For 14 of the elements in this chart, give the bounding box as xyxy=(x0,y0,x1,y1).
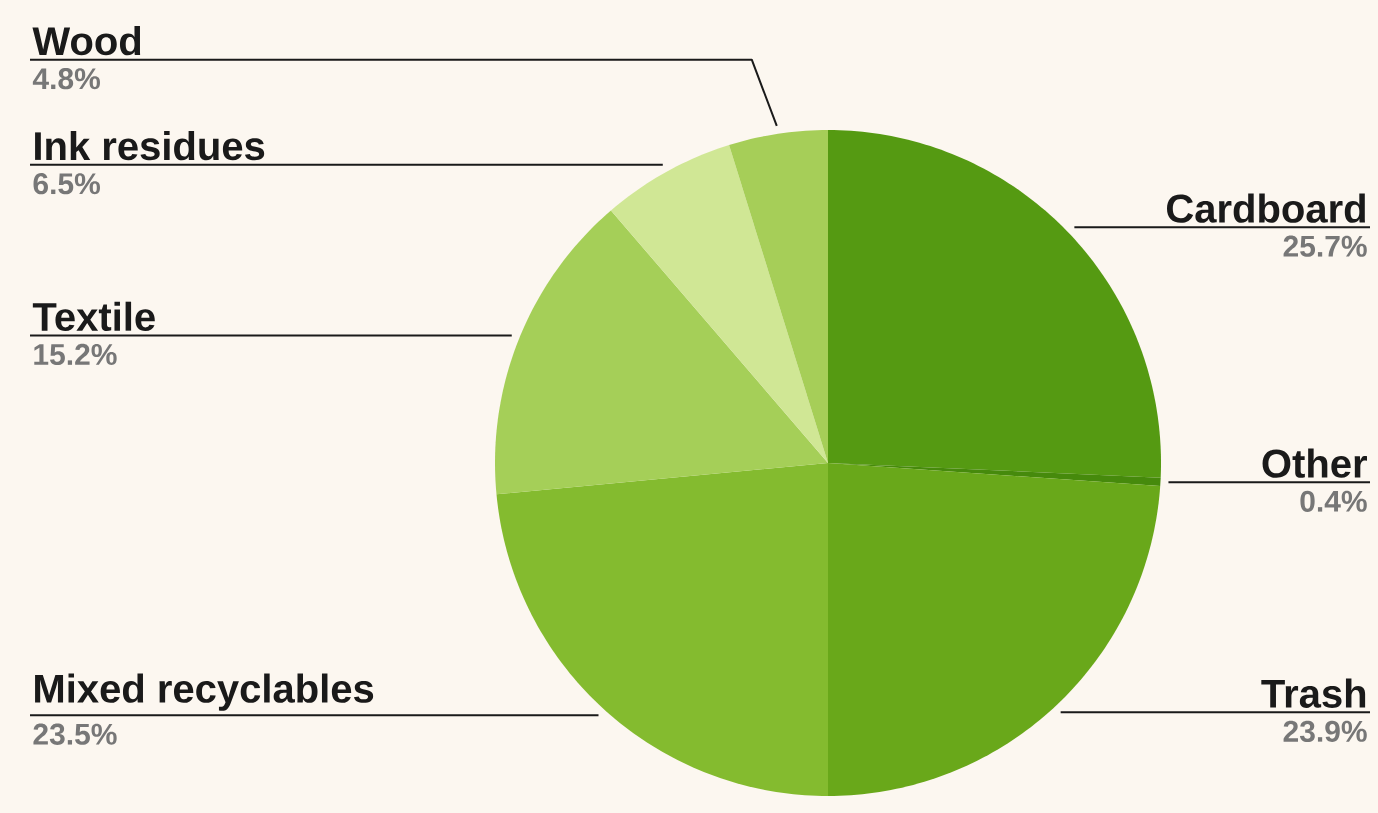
data-label: 15.2% xyxy=(34,343,117,366)
data-label: 25.7% xyxy=(1283,235,1367,257)
slice-label: Cardboard xyxy=(1166,193,1365,223)
slice-label: Ink residues xyxy=(35,130,265,161)
data-label: 6.5% xyxy=(33,173,100,195)
data-label: 4.8% xyxy=(32,68,100,90)
data-label: 0.4% xyxy=(1300,490,1367,512)
slice-label: Other xyxy=(1262,448,1367,478)
slice-label: Wood xyxy=(32,25,141,56)
data-label: 23.9% xyxy=(1283,720,1367,742)
data-label: 23.5% xyxy=(33,723,117,745)
slice-label: Textile xyxy=(32,301,155,332)
slice-label: Mixed recyclables xyxy=(35,673,374,711)
slice-label: Trash xyxy=(1261,678,1366,708)
